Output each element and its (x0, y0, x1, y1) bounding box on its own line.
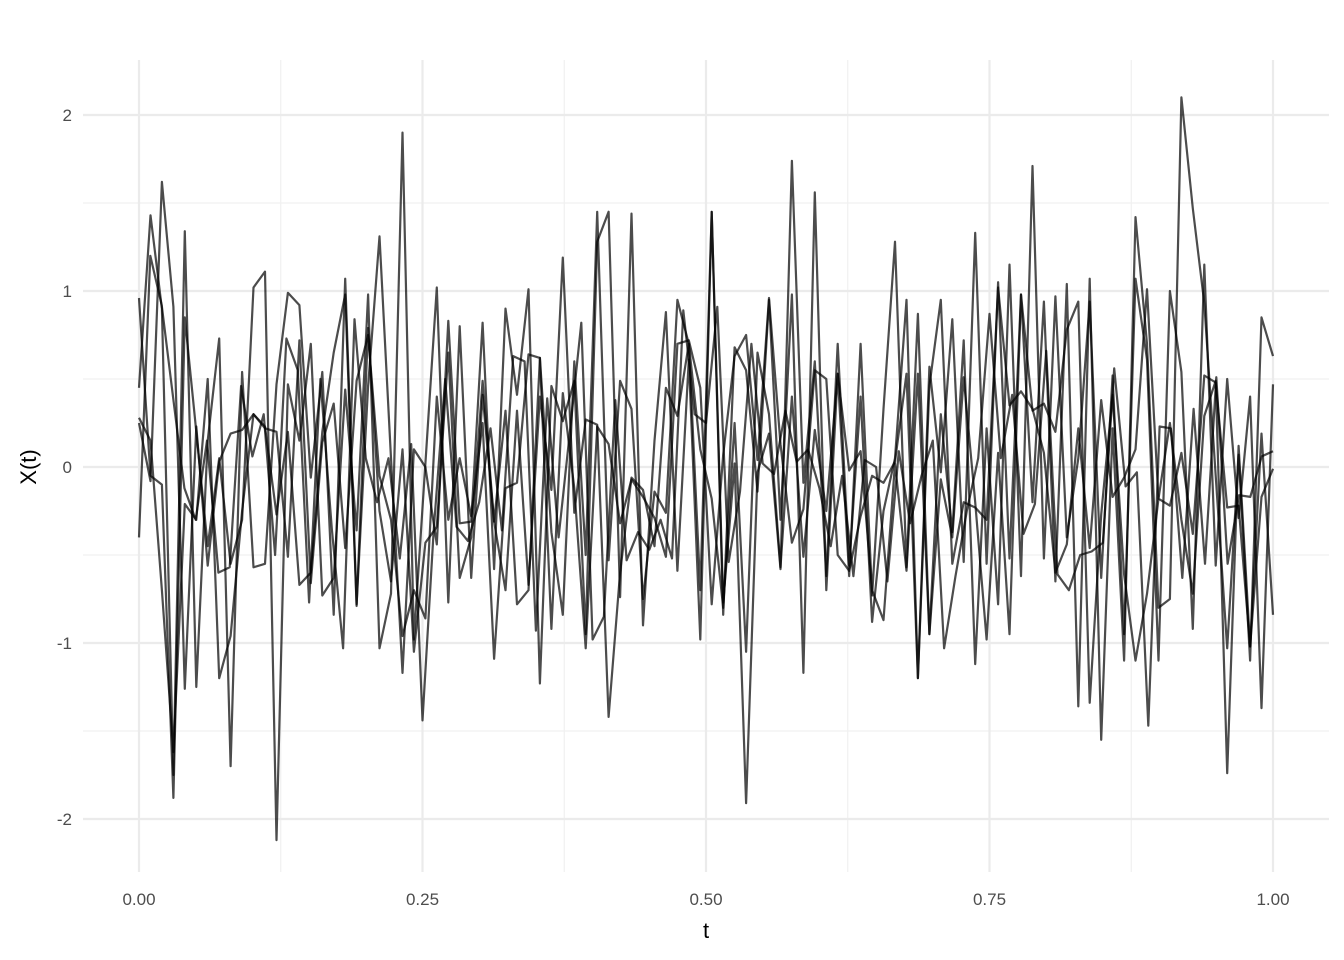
x-tick-label: 1.00 (1256, 890, 1289, 909)
y-axis-ticks: -2 -1 0 1 2 (57, 106, 72, 829)
y-tick-label: 0 (63, 458, 72, 477)
x-tick-label: 0.00 (122, 890, 155, 909)
x-tick-label: 0.25 (406, 890, 439, 909)
y-tick-label: -1 (57, 634, 72, 653)
series-line-2 (137, 164, 1275, 777)
y-axis-title: X(t) (16, 449, 41, 484)
y-tick-label: -2 (57, 810, 72, 829)
y-tick-label: 2 (63, 106, 72, 125)
series-line-4 (137, 180, 1275, 690)
y-tick-label: 1 (63, 282, 72, 301)
series-line-5 (137, 254, 1274, 727)
grid (83, 60, 1329, 872)
series-lines (137, 96, 1275, 842)
x-tick-label: 0.75 (973, 890, 1006, 909)
series-line-3 (138, 256, 1275, 775)
x-axis-ticks: 0.00 0.25 0.50 0.75 1.00 (122, 890, 1289, 909)
x-tick-label: 0.50 (689, 890, 722, 909)
x-axis-title: t (703, 918, 709, 943)
